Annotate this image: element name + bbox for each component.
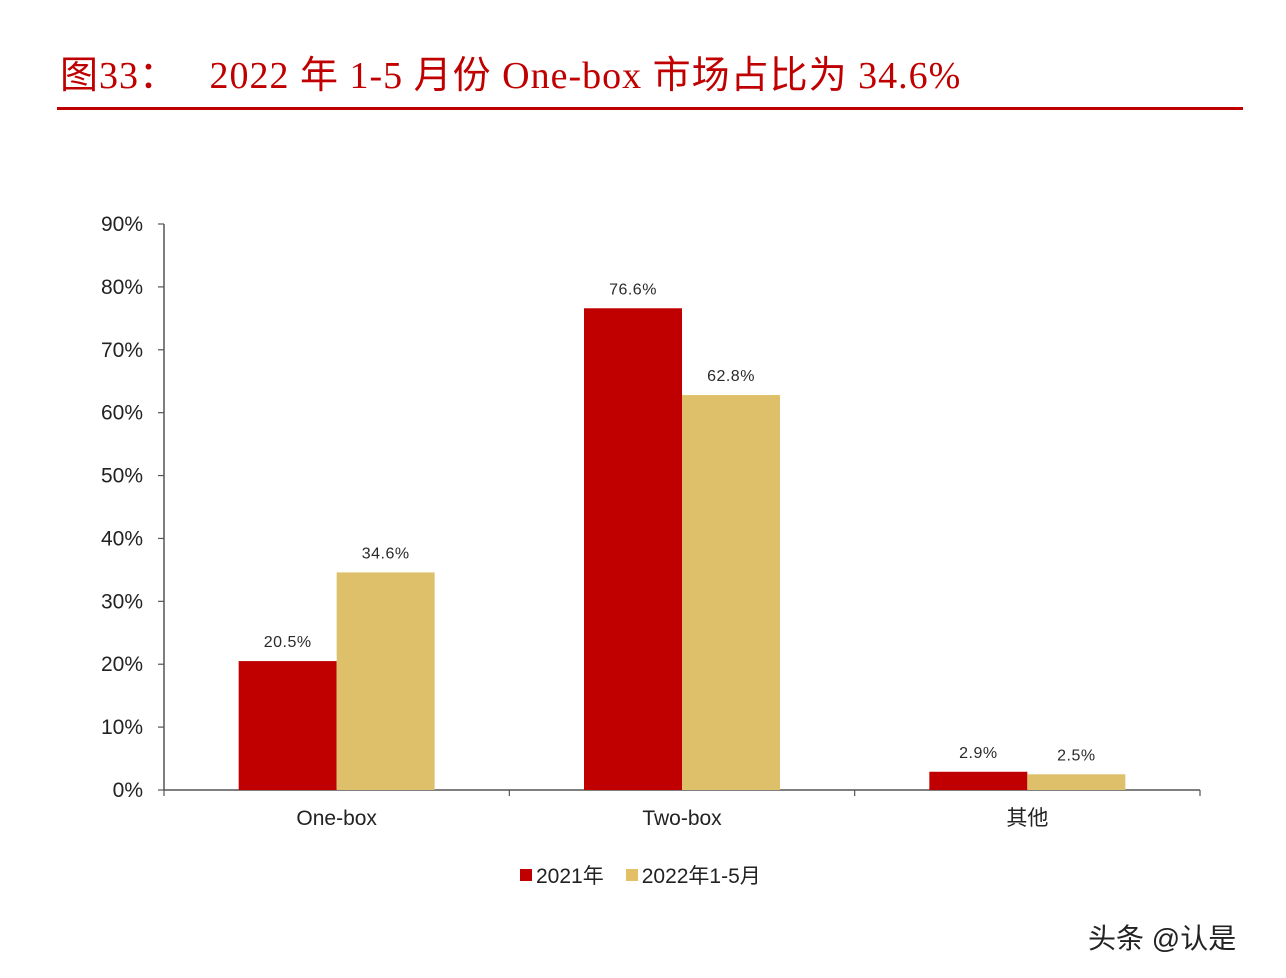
data-label: 62.8% [707,368,755,385]
legend-label: 2022年1-5月 [641,865,761,888]
chart-title: 图33： 2022 年 1-5 月份 One-box 市场占比为 34.6% [60,55,962,97]
bar [238,661,337,790]
legend-label: 2021年 [536,865,604,888]
bar [929,771,1028,790]
legend-item-2022: 2022年1-5月 [625,860,761,890]
y-tick-label: 40% [101,527,143,550]
y-tick-label: 90% [101,213,143,236]
bar [682,395,780,790]
watermark: 头条 @认是 [1088,923,1237,954]
chart-legend: 2021年 2022年1-5月 [520,860,761,890]
y-tick-label: 30% [101,590,143,613]
y-tick-label: 70% [101,339,143,362]
x-category-label: One-box [296,807,377,830]
legend-swatch-gold [625,869,638,881]
data-label: 2.5% [1057,747,1095,764]
bar [1027,774,1126,790]
data-label: 34.6% [362,545,410,562]
data-label: 2.9% [959,745,997,762]
legend-swatch-red [520,869,532,881]
bar [336,572,435,790]
y-tick-label: 50% [101,465,143,488]
y-tick-label: 20% [101,653,143,676]
data-label: 20.5% [264,634,312,651]
y-tick-label: 80% [101,276,143,299]
x-category-label: Two-box [642,807,722,830]
data-label: 76.6% [609,281,657,298]
y-tick-label: 10% [101,716,143,739]
chart-labels: One-box 20.5% 34.6% Two-box 76.6% 62.8% 其他 2.9%… [264,281,1095,830]
y-tick-label: 60% [101,402,143,425]
bar [584,308,682,790]
y-tick-label: 0% [113,779,143,802]
title-divider [57,107,1243,110]
chart-bars [238,308,1126,790]
legend-item-2021: 2021年 [520,860,604,890]
x-category-label: 其他 [1006,807,1048,830]
